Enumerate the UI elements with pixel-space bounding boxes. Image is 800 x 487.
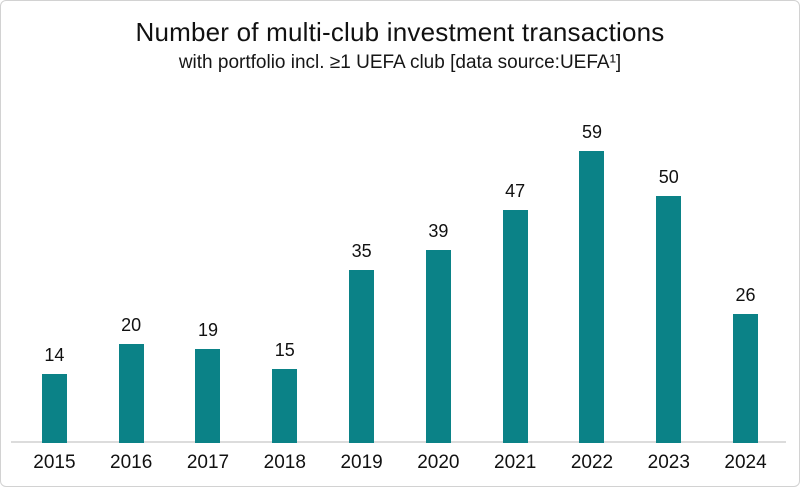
x-axis-tick-label: 2023 (647, 452, 690, 473)
bar-column: 50 (630, 113, 707, 443)
bar-value-label: 47 (505, 181, 526, 201)
bar-column: 19 (170, 113, 247, 443)
bar-value-label: 50 (658, 167, 679, 187)
x-axis-labels: 2015 2016 2017 2018 2019 2020 2021 2022 2023 2024 (16, 452, 784, 474)
bar-value-label: 59 (581, 122, 602, 142)
x-axis-line (11, 441, 786, 443)
bar (656, 196, 682, 443)
bar (502, 210, 528, 443)
bar (41, 374, 67, 443)
x-axis-tick-label: 2017 (186, 452, 230, 473)
x-axis-tick-label: 2018 (263, 452, 306, 473)
bar-value-label: 20 (121, 315, 142, 335)
bar-column: 15 (246, 113, 323, 443)
bar-column: 39 (400, 113, 477, 443)
bar-column: 47 (477, 113, 554, 443)
bar (118, 344, 144, 443)
x-axis-tick-label: 2016 (110, 452, 153, 473)
bar (579, 151, 605, 443)
bar-value-label: 15 (274, 340, 295, 360)
plot-area: 14 20 19 15 35 39 47 59 50 26 (16, 113, 784, 443)
bar-column: 14 (16, 113, 93, 443)
bar-column: 26 (707, 113, 784, 443)
bar (272, 369, 298, 443)
bar-column: 20 (93, 113, 170, 443)
chart-title: Number of multi-club investment transact… (135, 17, 665, 47)
bar (425, 250, 451, 443)
bar-column: 35 (323, 113, 400, 443)
x-axis-tick-label: 2022 (570, 452, 614, 473)
bar-value-label: 26 (735, 285, 756, 305)
bar-value-label: 39 (428, 221, 449, 241)
chart-subtitle: with portfolio incl. ≥1 UEFA club [data … (178, 52, 622, 73)
bar (195, 349, 221, 443)
bar-value-label: 19 (197, 320, 218, 340)
bar (733, 314, 759, 443)
x-axis-tick-label: 2015 (33, 452, 76, 473)
bar (349, 270, 375, 443)
bar-column: 59 (554, 113, 631, 443)
x-axis-tick-label: 2020 (417, 452, 460, 473)
bar-value-label: 14 (44, 345, 65, 365)
x-axis-tick-label: 2021 (494, 452, 537, 473)
bar-value-label: 35 (351, 241, 372, 261)
x-axis-tick-label: 2019 (340, 452, 383, 473)
x-axis-tick-label: 2024 (724, 452, 767, 473)
